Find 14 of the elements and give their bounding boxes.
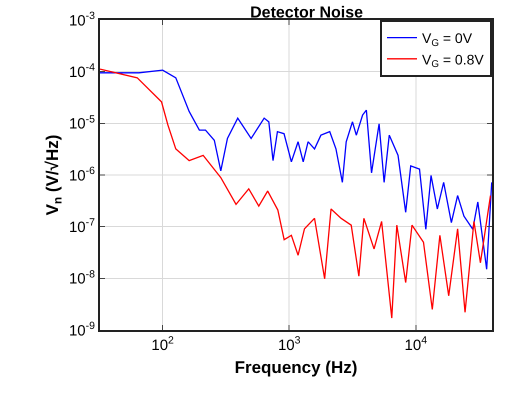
chart-title: Detector Noise [250,4,364,22]
x-tick-label: 10$^{4}$ [404,334,428,354]
y-tick-label: 10$^{-5}$ [68,113,96,133]
x-tick-label: 10$^{2}$ [151,334,174,354]
y-tick-label: 10$^{-8}$ [68,268,96,288]
x-axis-title: Frequency (Hz) [234,358,358,377]
legend-label: V$_{G}$ = 0.8V [422,51,484,70]
y-tick-label: 10$^{-3}$ [68,10,96,30]
y-tick-label: 10$^{-9}$ [68,320,96,340]
y-tick-label: 10$^{-7}$ [68,216,96,236]
x-tick-label: 10$^{3}$ [278,334,301,354]
legend-label: V$_{G}$ = 0V [422,30,473,49]
y-tick-label: 10$^{-4}$ [68,62,96,81]
y-tick-label: 10$^{-6}$ [68,164,96,184]
